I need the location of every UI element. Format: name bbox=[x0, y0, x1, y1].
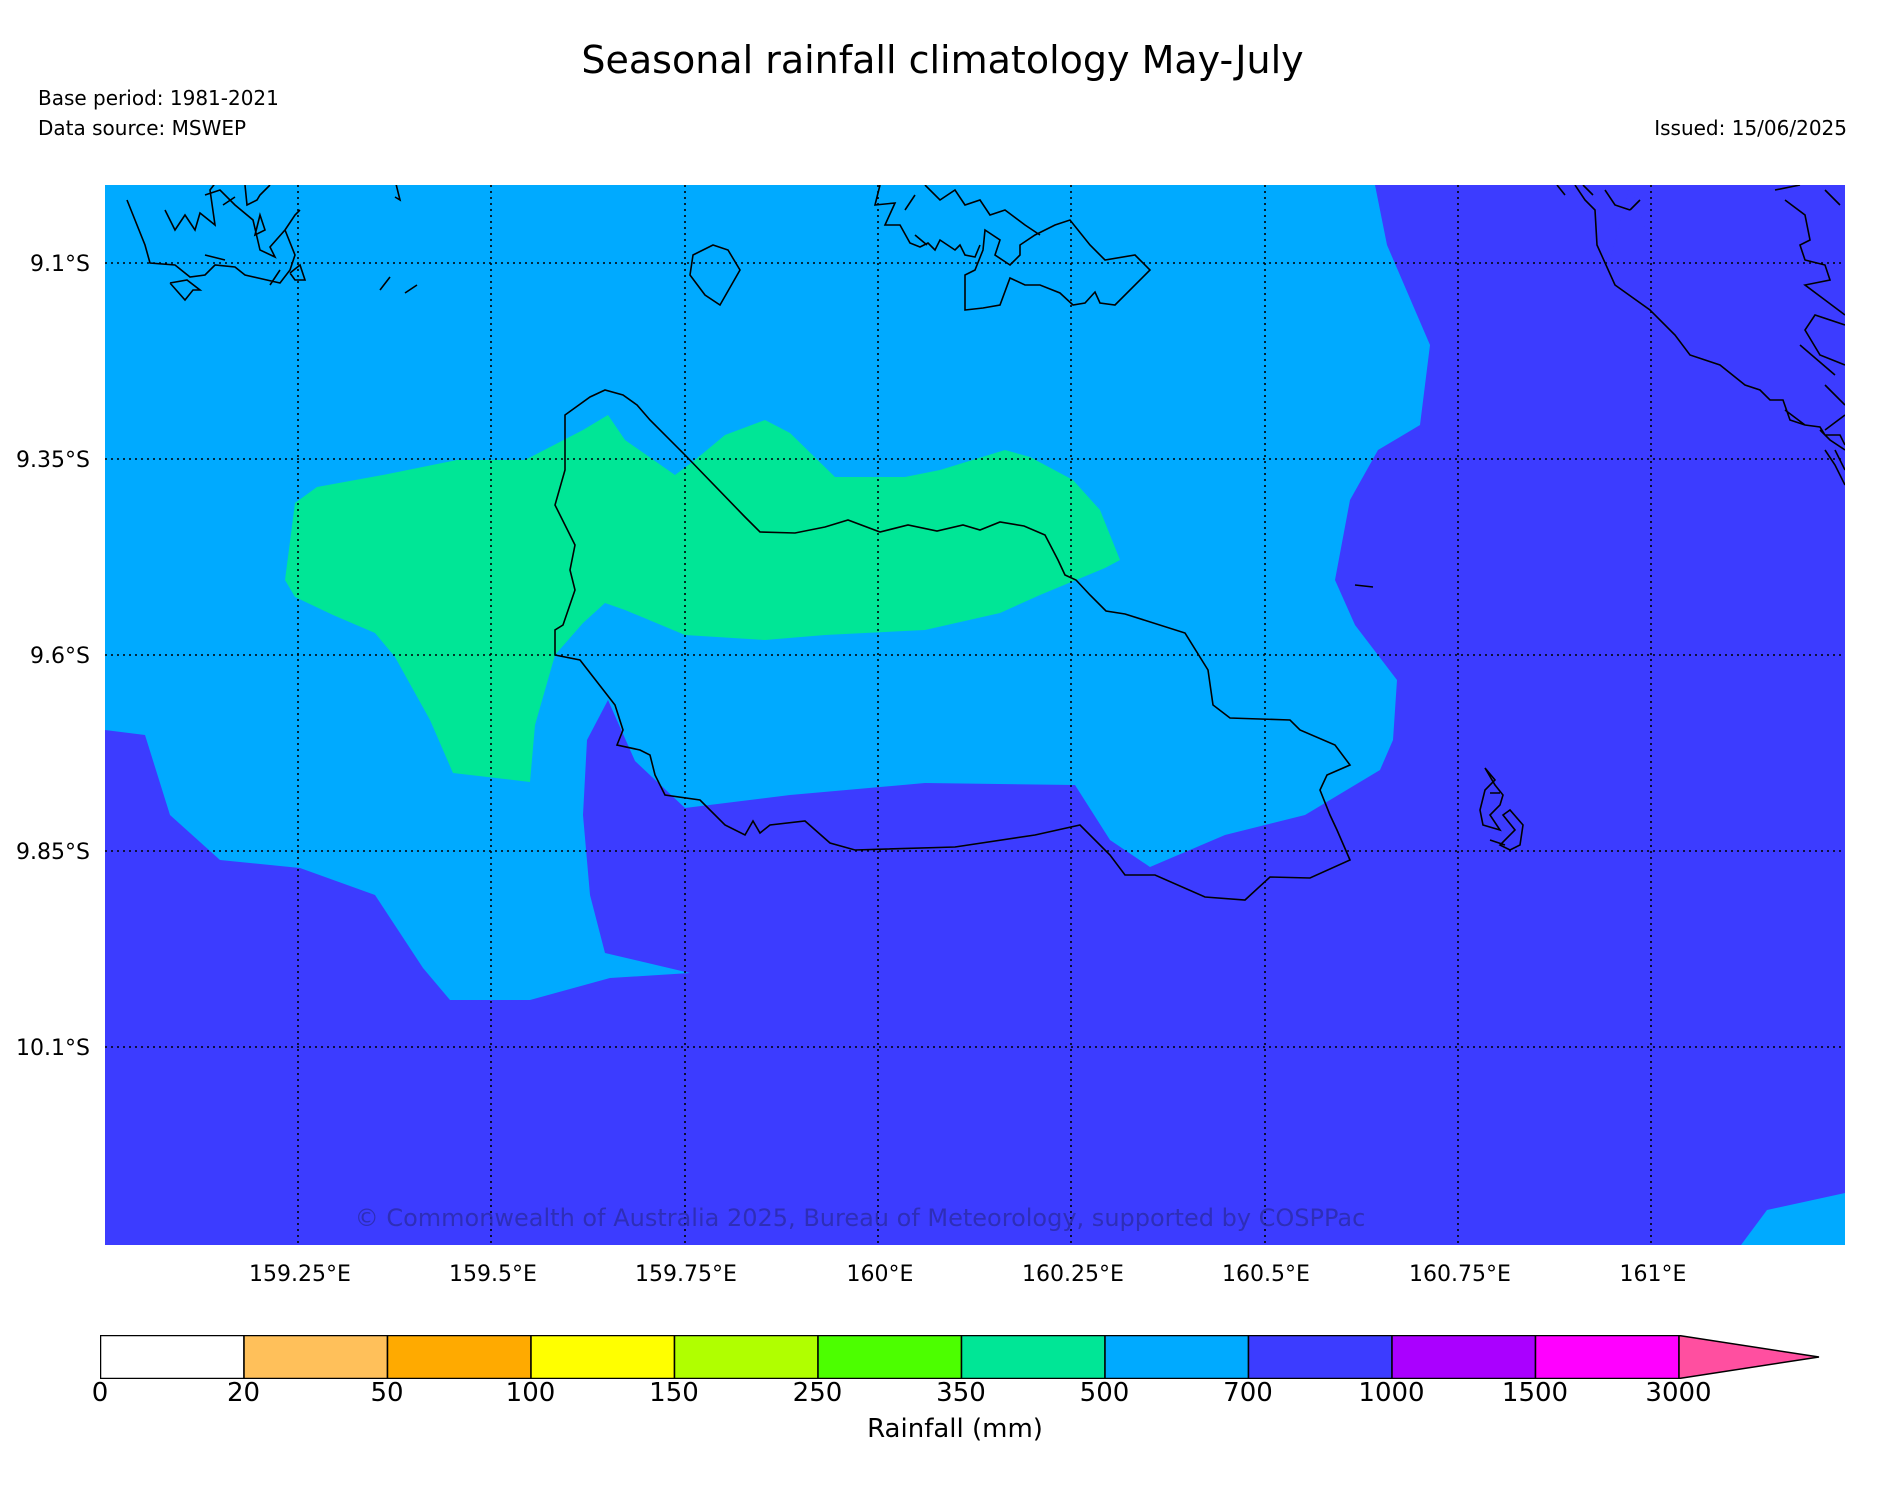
colorbar-segment bbox=[673, 1335, 819, 1379]
map-title: Seasonal rainfall climatology May-July bbox=[581, 38, 1304, 82]
coastline-southeast-islets bbox=[1479, 767, 1524, 851]
lon-tick: 161°E bbox=[1619, 1262, 1687, 1287]
issued-date: Issued: 15/06/2025 bbox=[1654, 116, 1847, 140]
coastline-islet-a bbox=[689, 244, 741, 307]
colorbar-segment bbox=[386, 1335, 532, 1379]
coastline-main-island bbox=[554, 389, 1352, 901]
colorbar-tick-label: 500 bbox=[1079, 1378, 1130, 1408]
region-350-500 bbox=[285, 415, 1120, 782]
region-700-1000-notch bbox=[1610, 185, 1658, 310]
lat-tick: 9.6°S bbox=[30, 644, 90, 669]
lon-tick: 160.75°E bbox=[1409, 1262, 1511, 1287]
colorbar bbox=[100, 1335, 1820, 1379]
colorbar-segment bbox=[1534, 1335, 1680, 1379]
lat-tick: 10.1°S bbox=[16, 1036, 90, 1061]
colorbar-tick-label: 250 bbox=[792, 1378, 843, 1408]
lon-tick: 160.25°E bbox=[1022, 1262, 1124, 1287]
data-source: Data source: MSWEP bbox=[38, 116, 247, 140]
colorbar-segment bbox=[1247, 1335, 1393, 1379]
colorbar-tick-label: 700 bbox=[1223, 1378, 1273, 1408]
copyright-notice: © Commonwealth of Australia 2025, Bureau… bbox=[354, 1204, 1366, 1232]
colorbar-tick-label: 1500 bbox=[1501, 1378, 1569, 1408]
colorbar-segment bbox=[100, 1335, 245, 1379]
colorbar-extend-arrow bbox=[1678, 1335, 1820, 1379]
colorbar-segment bbox=[1104, 1335, 1250, 1379]
graticule bbox=[105, 185, 1845, 1245]
base-period: Base period: 1981-2021 bbox=[38, 86, 279, 110]
region-500-700-corner bbox=[1741, 1193, 1845, 1245]
rainfall-map bbox=[105, 185, 1845, 1245]
coastline-west-islands bbox=[126, 185, 307, 302]
coastline-small-marks bbox=[379, 185, 1594, 588]
colorbar-tick-label: 20 bbox=[226, 1378, 261, 1408]
lat-tick: 9.1°S bbox=[30, 252, 90, 277]
colorbar-segment bbox=[960, 1335, 1106, 1379]
lon-tick: 159.75°E bbox=[635, 1262, 737, 1287]
colorbar-segment bbox=[817, 1335, 963, 1379]
colorbar-tick-label: 100 bbox=[505, 1378, 556, 1408]
colorbar-segment bbox=[530, 1335, 676, 1379]
colorbar-tick-label: 1000 bbox=[1358, 1378, 1425, 1408]
coastline-north-islands bbox=[873, 185, 1041, 258]
coastline-islet-b bbox=[964, 219, 1152, 311]
coastlines bbox=[126, 185, 1845, 901]
lat-tick: 9.35°S bbox=[16, 448, 90, 473]
colorbar-tick-label: 3000 bbox=[1645, 1378, 1712, 1408]
lon-tick: 159.5°E bbox=[449, 1262, 537, 1287]
lat-tick: 9.85°S bbox=[16, 840, 90, 865]
lon-tick: 160.5°E bbox=[1222, 1262, 1310, 1287]
colorbar-tick-label: 50 bbox=[370, 1378, 404, 1408]
colorbar-title: Rainfall (mm) bbox=[867, 1414, 1043, 1444]
colorbar-tick-label: 150 bbox=[649, 1378, 699, 1408]
coastline-east-coast bbox=[1574, 185, 1845, 486]
colorbar-tick-label: 350 bbox=[936, 1378, 986, 1408]
lon-tick: 160°E bbox=[846, 1262, 914, 1287]
colorbar-segment bbox=[243, 1335, 389, 1379]
lon-tick: 159.25°E bbox=[249, 1262, 351, 1287]
colorbar-segment bbox=[1391, 1335, 1537, 1379]
colorbar-tick-label: 0 bbox=[91, 1378, 109, 1408]
coastline-mid-right bbox=[1604, 189, 1641, 211]
